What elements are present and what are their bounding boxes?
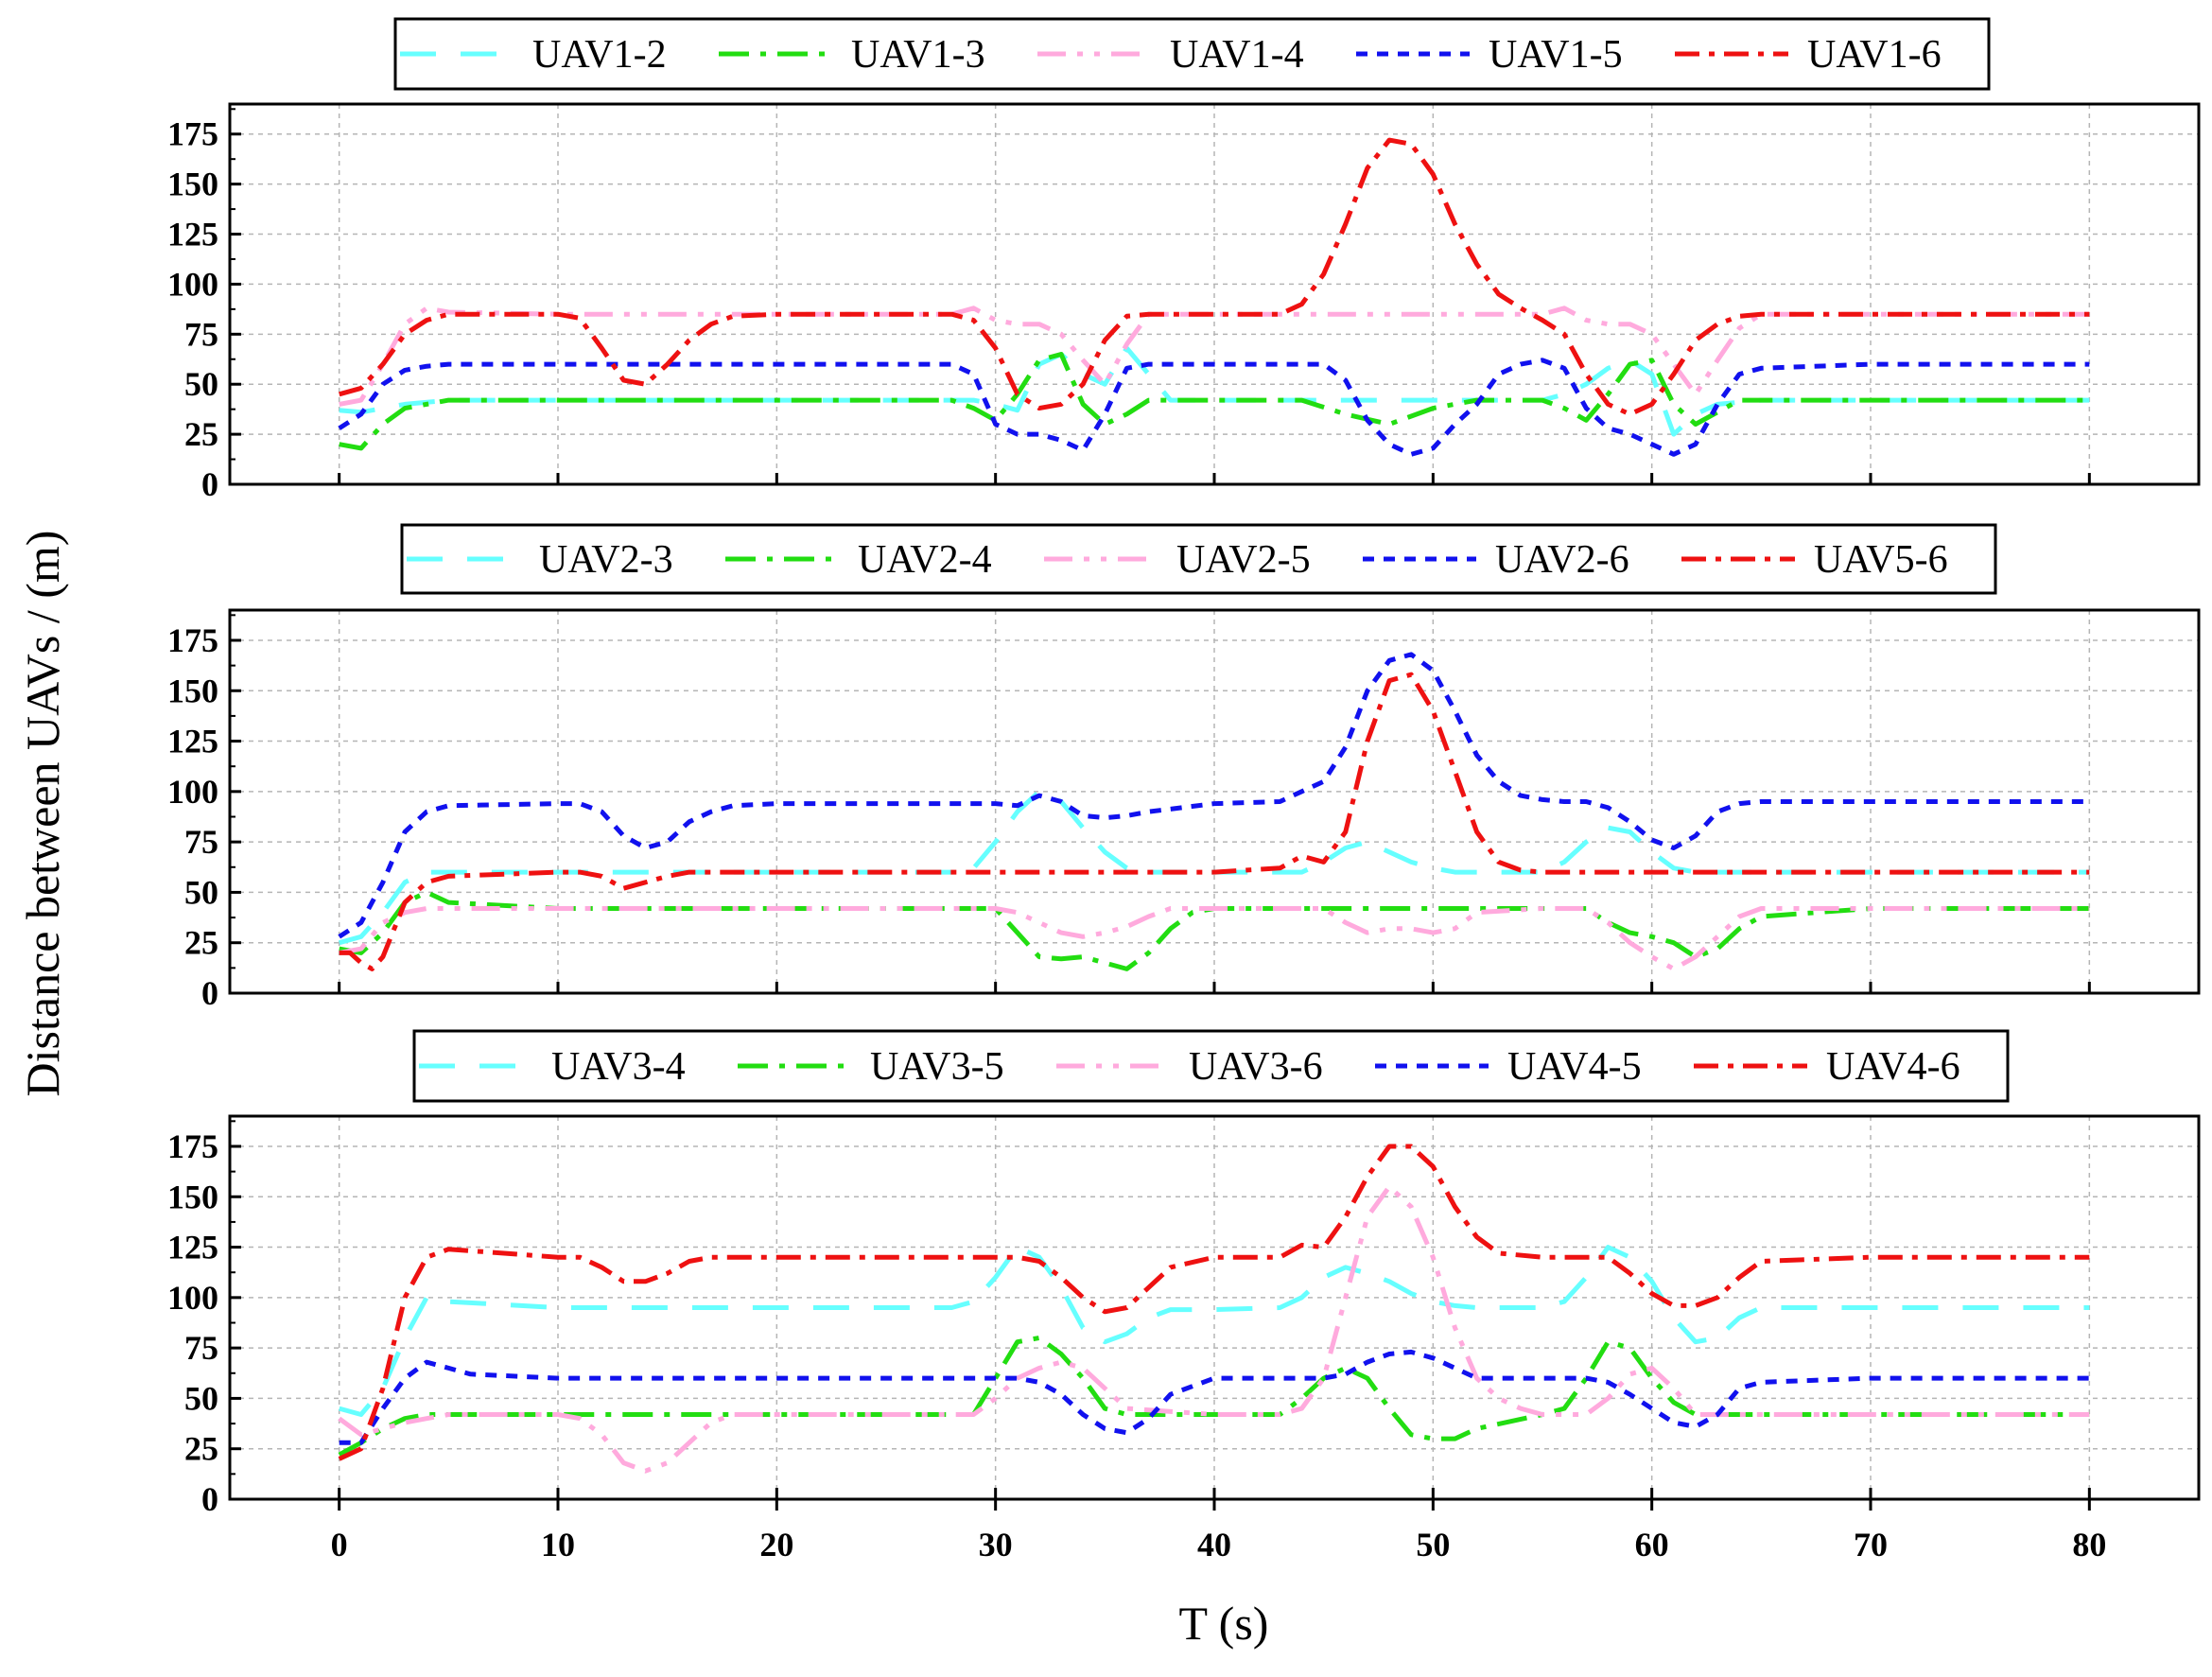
legend-label-uav3-6: UAV3-6 xyxy=(1189,1045,1323,1089)
y-tick-label: 125 xyxy=(167,723,218,760)
x-axis: 0 10 20 30 40 50 60 70 80 xyxy=(331,1499,2106,1563)
y-tick-label: 0 xyxy=(201,465,218,503)
y-tick-label: 125 xyxy=(167,1229,218,1266)
legend-label-uav3-4: UAV3-4 xyxy=(551,1045,686,1089)
legend-label-uav1-3: UAV1-3 xyxy=(851,33,985,77)
y-tick-label: 100 xyxy=(167,265,218,303)
legend-box xyxy=(400,523,1997,595)
y-tick-label: 125 xyxy=(167,216,218,253)
legend-box xyxy=(393,17,1991,91)
y-tick-label: 0 xyxy=(201,1480,218,1518)
series-line-uav3-4 xyxy=(339,1245,2090,1417)
y-tick-label: 150 xyxy=(167,672,218,709)
legend-label-uav2-3: UAV2-3 xyxy=(539,538,673,582)
x-tick-label: 40 xyxy=(1197,1526,1231,1563)
y-tick-label: 75 xyxy=(184,315,218,353)
x-tick-label: 30 xyxy=(979,1526,1013,1563)
panel-2-legend: UAV2-3 UAV2-4 UAV2-5 UAV2-6 UAV5-6 xyxy=(400,523,1997,595)
legend-label-uav1-6: UAV1-6 xyxy=(1807,33,1942,77)
series-line-uav1-2 xyxy=(339,345,2090,437)
y-tick-label: 25 xyxy=(184,415,218,453)
series-line-uav4-6 xyxy=(338,1144,2090,1461)
y-tick-label: 75 xyxy=(184,1329,218,1367)
y-tick-label: 150 xyxy=(167,1178,218,1215)
series-line-uav1-5 xyxy=(338,358,2090,457)
y-tick-label: 175 xyxy=(167,115,218,153)
y-tick-label: 100 xyxy=(167,1279,218,1317)
legend-label-uav1-4: UAV1-4 xyxy=(1170,33,1304,77)
series-line-uav2-5 xyxy=(339,906,2090,971)
x-tick-label: 60 xyxy=(1635,1526,1669,1563)
x-tick-label: 0 xyxy=(331,1526,348,1563)
x-tick-label: 10 xyxy=(541,1526,575,1563)
series-line-uav1-4 xyxy=(339,306,2090,407)
series-line-uav1-3 xyxy=(339,352,2090,451)
series-line-uav2-4 xyxy=(339,889,2090,971)
y-tick-label: 175 xyxy=(167,1127,218,1165)
y-tick-label: 175 xyxy=(167,621,218,659)
legend-label-uav3-5: UAV3-5 xyxy=(870,1045,1004,1089)
legend-label-uav4-5: UAV4-5 xyxy=(1507,1045,1642,1089)
x-tick-label: 50 xyxy=(1416,1526,1450,1563)
x-tick-label: 80 xyxy=(2072,1526,2106,1563)
legend-label-uav2-6: UAV2-6 xyxy=(1495,538,1629,582)
y-tick-label: 150 xyxy=(167,166,218,203)
y-tick-label: 25 xyxy=(184,924,218,962)
y-tick-label: 0 xyxy=(201,974,218,1012)
x-axis-title: T (s) xyxy=(1179,1597,1269,1650)
y-tick-label: 100 xyxy=(167,773,218,811)
panel-3-legend: UAV3-4 UAV3-5 UAV3-6 UAV4-5 UAV4-6 xyxy=(412,1029,2010,1103)
y-axis-title: Distance between UAVs / (m) xyxy=(16,531,69,1097)
y-tick-label: 75 xyxy=(184,823,218,861)
legend-label-uav1-5: UAV1-5 xyxy=(1489,33,1623,77)
y-tick-label: 50 xyxy=(184,1379,218,1417)
y-tick-label: 50 xyxy=(184,873,218,911)
legend-label-uav4-6: UAV4-6 xyxy=(1826,1045,1960,1089)
series-line-uav4-5 xyxy=(339,1349,2090,1445)
legend-label-uav2-4: UAV2-4 xyxy=(858,538,992,582)
legend-label-uav2-5: UAV2-5 xyxy=(1176,538,1311,582)
y-tick-label: 50 xyxy=(184,365,218,403)
series-line-uav3-5 xyxy=(338,1336,2090,1458)
x-tick-label: 70 xyxy=(1854,1526,1888,1563)
legend-box xyxy=(412,1029,2010,1103)
legend-label-uav1-2: UAV1-2 xyxy=(532,33,667,77)
series-line-uav3-6 xyxy=(338,1184,2090,1474)
y-tick-label: 25 xyxy=(184,1430,218,1468)
series-line-uav2-6 xyxy=(338,652,2090,939)
x-tick-label: 20 xyxy=(759,1526,793,1563)
panel-1-legend: UAV1-2 UAV1-3 UAV1-4 UAV1-5 UAV1-6 xyxy=(393,17,1991,91)
legend-label-uav5-6: UAV5-6 xyxy=(1814,538,1948,582)
